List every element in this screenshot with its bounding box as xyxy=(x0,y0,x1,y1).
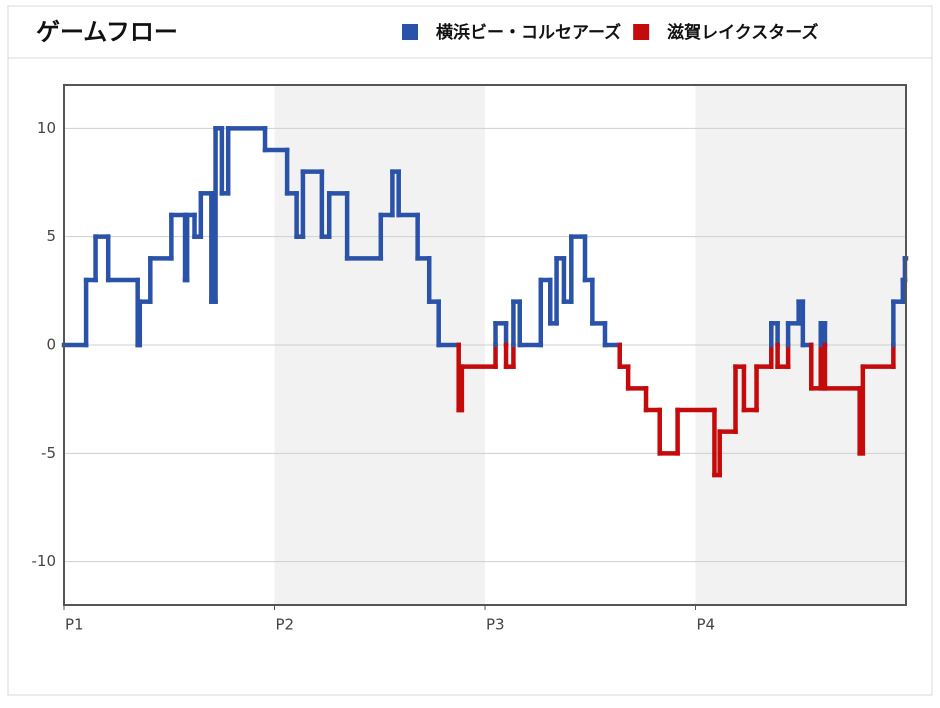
legend-swatch xyxy=(633,24,650,40)
x-tick-label: P2 xyxy=(276,616,295,634)
x-tick-label: P1 xyxy=(65,616,84,634)
y-tick-label: 0 xyxy=(46,336,56,354)
plot-frame xyxy=(63,84,907,606)
legend-swatch xyxy=(402,24,418,40)
x-tick-label: P3 xyxy=(486,616,505,634)
y-tick-label: -10 xyxy=(32,552,57,570)
legend-label: 滋賀レイクスターズ xyxy=(667,22,818,43)
chart-title: ゲームフロー xyxy=(36,18,178,46)
y-tick-label: 5 xyxy=(46,227,56,245)
y-tick-label: 10 xyxy=(37,119,56,137)
legend-label: 横浜ビー・コルセアーズ xyxy=(436,22,621,43)
x-tick-label: P4 xyxy=(697,616,716,634)
y-tick-label: -5 xyxy=(41,444,56,462)
